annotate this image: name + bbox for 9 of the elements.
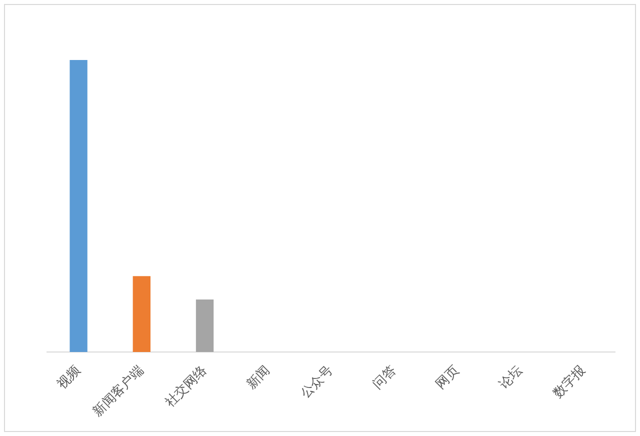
- x-tick-label: 社交网络: [162, 362, 210, 411]
- x-tick-label: 网页: [433, 363, 462, 392]
- x-tick-label: 新闻客户端: [90, 362, 147, 420]
- x-tick-label: 数字报: [550, 362, 589, 402]
- x-tick-label: 新闻: [244, 363, 274, 392]
- x-tick-label: 问答: [370, 363, 400, 392]
- x-tick-label: 公众号: [298, 363, 336, 402]
- x-tick-label: 视频: [54, 363, 84, 392]
- x-tick-label: 论坛: [496, 363, 526, 392]
